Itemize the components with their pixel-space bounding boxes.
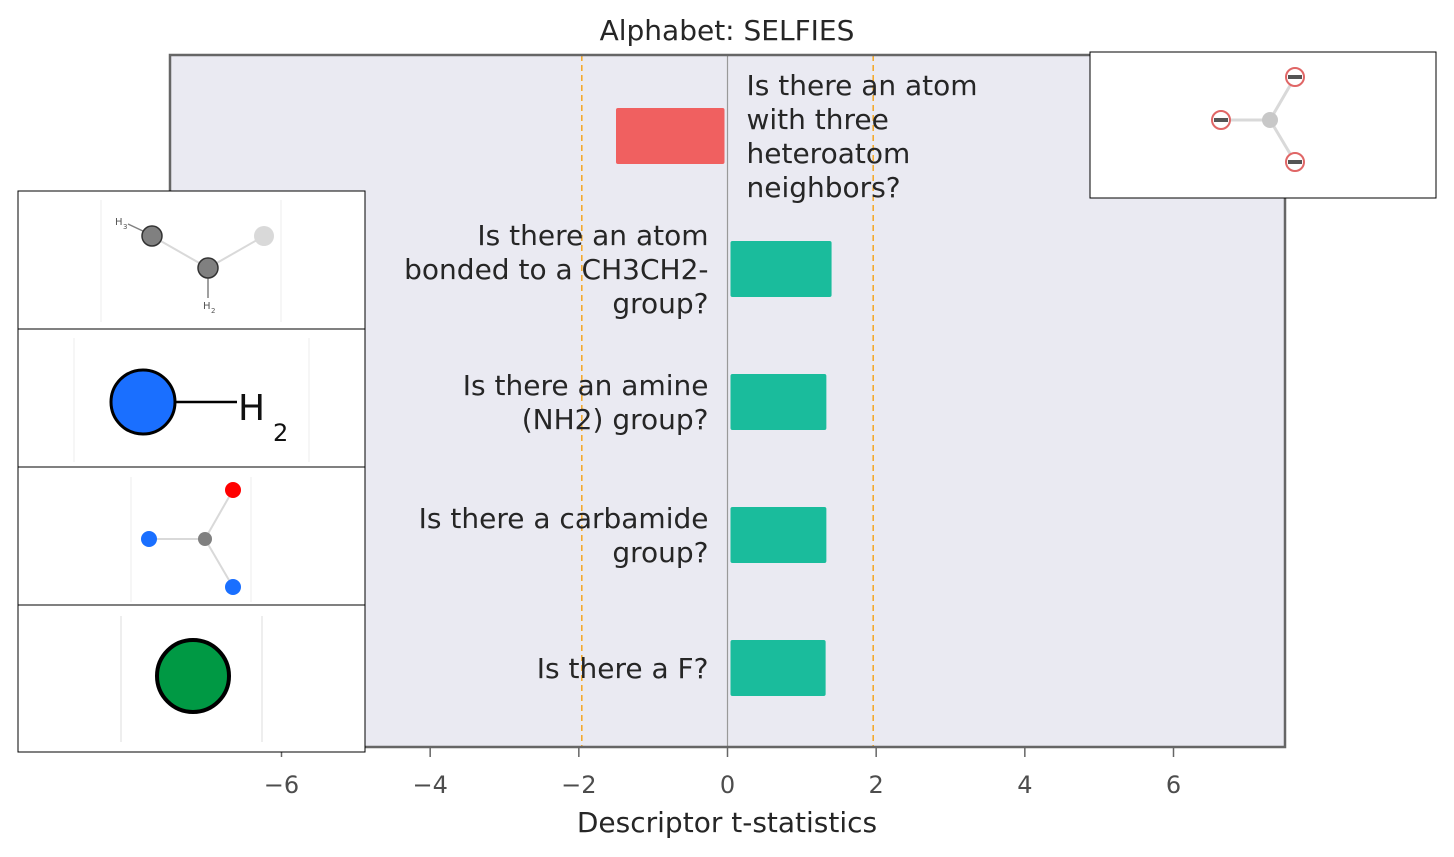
bar-4 [730,640,826,696]
bar-label-2-line-1: (NH2) group? [522,403,709,436]
amine-nh2-icon: H 2 [73,338,310,462]
inset-ethyl-fragment: H 3 H 2 [17,190,366,330]
bars-group [616,108,832,696]
bar-2 [730,374,827,430]
bar-3 [730,507,827,563]
ethyl-h2-label: H [203,301,211,312]
bar-label-0-line-1: with three [747,103,889,136]
amine-h-subscript: 2 [273,419,288,447]
x-axis-label: Descriptor t-statistics [577,806,877,839]
bar-1 [730,241,832,297]
x-tick-label-5: 4 [1017,771,1032,799]
bar-label-0: Is there an atom with three heteroatom neig… [747,69,978,204]
bar-label-1: Is there an atom bonded to a CH3CH2-group… [404,219,708,320]
ethyl-fragment-icon: H 3 H 2 [100,200,282,322]
bar-label-2: Is there an amine (NH2) group? [463,369,709,436]
ethyl-h3-subscript: 3 [123,223,127,231]
bar-label-0-line-3: neighbors? [747,171,901,204]
bar-label-3: Is there a carbamide group? [419,502,709,569]
x-tick-label-3: 0 [720,771,735,799]
ethyl-h2-subscript: 2 [211,307,215,315]
bar-label-3-line-1: group? [612,536,708,569]
significance-lines [581,55,874,747]
x-ticks-group: −6 −4 −2 0 2 4 6 [264,747,1181,799]
bar-label-1-line-1: bonded to a CH3CH2- [404,253,708,286]
fluorine-atom-icon [120,616,263,742]
inset-fluorine [17,604,366,753]
amine-h-label: H [238,388,265,429]
ethyl-h3-label: H [115,217,123,228]
inset-carbamide [17,466,366,606]
x-tick-label-4: 2 [869,771,884,799]
bar-0 [616,108,725,164]
bar-label-0-line-0: Is there an atom [747,69,978,102]
carbamide-icon [130,477,252,602]
trigonal-center-three-heteroatoms-icon [1211,67,1305,172]
bar-labels-group: Is there an atom with three heteroatom neig… [404,69,977,685]
x-tick-label-2: −2 [561,771,596,799]
bar-label-3-line-0: Is there a carbamide [419,502,709,535]
bar-label-1-line-2: group? [612,287,708,320]
x-tick-label-1: −4 [412,771,447,799]
chart-title: Alphabet: SELFIES [600,14,855,47]
bar-label-1-line-0: Is there an atom [477,219,708,252]
inset-amine-nh2: H 2 [17,328,366,468]
bar-label-4-line-0: Is there a F? [537,652,709,685]
bar-label-2-line-0: Is there an amine [463,369,709,402]
x-tick-label-0: −6 [264,771,299,799]
bar-label-4: Is there a F? [537,652,709,685]
x-tick-label-6: 6 [1166,771,1181,799]
inset-trigonal-center-three-heteroatoms [1089,51,1437,199]
bar-label-0-line-2: heteroatom [747,137,911,170]
